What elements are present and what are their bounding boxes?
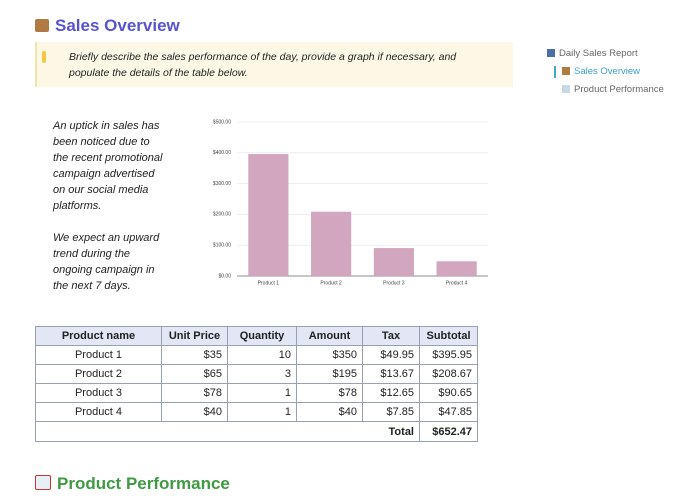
- table-cell: $208.67: [419, 364, 478, 384]
- bar: [373, 248, 414, 276]
- sidebar-item[interactable]: Sales Overview: [554, 66, 664, 78]
- table-cell: $40: [161, 402, 228, 422]
- note-line: platforms.: [53, 200, 102, 212]
- table-row: Product 2 $65 3 $195 $13.67 $208.67: [35, 364, 478, 384]
- callout-text: Briefly describe the sales performance o…: [69, 49, 456, 81]
- table-cell: $49.95: [362, 345, 420, 365]
- sidebar-item[interactable]: Daily Sales Report: [547, 48, 664, 60]
- chart: $0.00 $100.00 $200.00 $300.00 $400.00 $500.00…: [213, 119, 488, 286]
- section-title-text: Product Performance: [57, 474, 230, 493]
- y-tick-label: $0.00: [218, 273, 231, 279]
- x-tick-label: Product 1: [258, 280, 280, 286]
- sidebar: Daily Sales Report Sales Overview Product …: [547, 48, 664, 102]
- y-tick-label: $500.00: [213, 119, 231, 125]
- note-line: on our social media: [53, 184, 149, 196]
- y-tick-label: $400.00: [213, 150, 231, 156]
- table-cell: $195: [296, 364, 363, 384]
- note-line: ongoing campaign in: [53, 264, 155, 276]
- table-header-cell: Amount: [296, 326, 363, 346]
- note-line: trend during the: [53, 248, 131, 260]
- bar: [248, 154, 289, 276]
- table-header-cell: Tax: [362, 326, 420, 346]
- sidebar-icon: [547, 49, 555, 57]
- table-cell: $395.95: [419, 345, 478, 365]
- table-cell: $40: [296, 402, 363, 422]
- notes: An uptick in sales has been noticed due t…: [53, 118, 162, 310]
- note-line: We expect an upward: [53, 232, 160, 244]
- table-cell: Product 4: [35, 402, 162, 422]
- title-text: Sales Overview: [55, 16, 180, 35]
- table-wrap: Product name Unit Price Quantity Amount Tax S…: [35, 326, 478, 442]
- note-paragraph: We expect an upward trend during the ongoi…: [53, 230, 162, 294]
- table-cell: 1: [227, 402, 297, 422]
- table-cell: $47.85: [419, 402, 478, 422]
- table-total-row: Total $652.47: [35, 421, 478, 442]
- x-tick-label: Product 3: [383, 280, 405, 286]
- note-line: campaign advertised: [53, 168, 155, 180]
- sidebar-icon: [562, 85, 570, 93]
- x-tick-label: Product 4: [446, 280, 468, 286]
- table-cell: $90.65: [419, 383, 478, 403]
- table-cell: $65: [161, 364, 228, 384]
- x-tick-label: Product 2: [320, 280, 342, 286]
- table-cell: Product 1: [35, 345, 162, 365]
- table-cell: $35: [161, 345, 228, 365]
- bulb-icon: [42, 51, 46, 63]
- table-header-cell: Product name: [35, 326, 162, 346]
- sidebar-item[interactable]: Product Performance: [554, 84, 664, 96]
- table-cell: 1: [227, 383, 297, 403]
- table-row: Product 3 $78 1 $78 $12.65 $90.65: [35, 383, 478, 403]
- title: Sales Overview: [35, 16, 180, 36]
- table-cell: [35, 421, 363, 442]
- note-line: the next 7 days.: [53, 280, 131, 292]
- table-row: Product 1 $35 10 $350 $49.95 $395.95: [35, 345, 478, 365]
- note-line: the recent promotional: [53, 152, 163, 164]
- table-cell: 3: [227, 364, 297, 384]
- table-header-row: Product name Unit Price Quantity Amount Tax S…: [35, 326, 478, 346]
- y-tick-label: $200.00: [213, 212, 231, 218]
- table-header-cell: Quantity: [227, 326, 297, 346]
- table-cell: $350: [296, 345, 363, 365]
- total-label: Total: [362, 421, 420, 442]
- table-header-cell: Subtotal: [419, 326, 478, 346]
- note-line: been noticed due to: [53, 136, 150, 148]
- table-cell: $78: [296, 383, 363, 403]
- note-paragraph: An uptick in sales has been noticed due t…: [53, 118, 162, 214]
- sidebar-text: Daily Sales Report: [559, 48, 638, 59]
- callout-line: populate the details of the table below.: [69, 67, 248, 79]
- callout: Briefly describe the sales performance o…: [35, 42, 513, 87]
- table-cell: Product 3: [35, 383, 162, 403]
- table-cell: $13.67: [362, 364, 420, 384]
- total-value: $652.47: [419, 421, 478, 442]
- bar: [311, 211, 352, 276]
- callout-line: Briefly describe the sales performance o…: [69, 51, 457, 63]
- table-cell: $12.65: [362, 383, 420, 403]
- y-tick-label: $100.00: [213, 243, 231, 249]
- table-header-cell: Unit Price: [161, 326, 228, 346]
- table-cell: 10: [227, 345, 297, 365]
- table-cell: $7.85: [362, 402, 420, 422]
- table: Product name Unit Price Quantity Amount Tax S…: [35, 326, 478, 442]
- sidebar-text: Sales Overview: [574, 66, 640, 77]
- bar: [436, 261, 477, 276]
- table-row: Product 4 $40 1 $40 $7.85 $47.85: [35, 402, 478, 422]
- sidebar-icon: [562, 67, 570, 75]
- table-cell: $78: [161, 383, 228, 403]
- y-tick-label: $300.00: [213, 181, 231, 187]
- table-cell: Product 2: [35, 364, 162, 384]
- sidebar-text: Product Performance: [574, 84, 664, 95]
- note-line: An uptick in sales has: [53, 120, 160, 132]
- section-title: Product Performance: [35, 474, 230, 494]
